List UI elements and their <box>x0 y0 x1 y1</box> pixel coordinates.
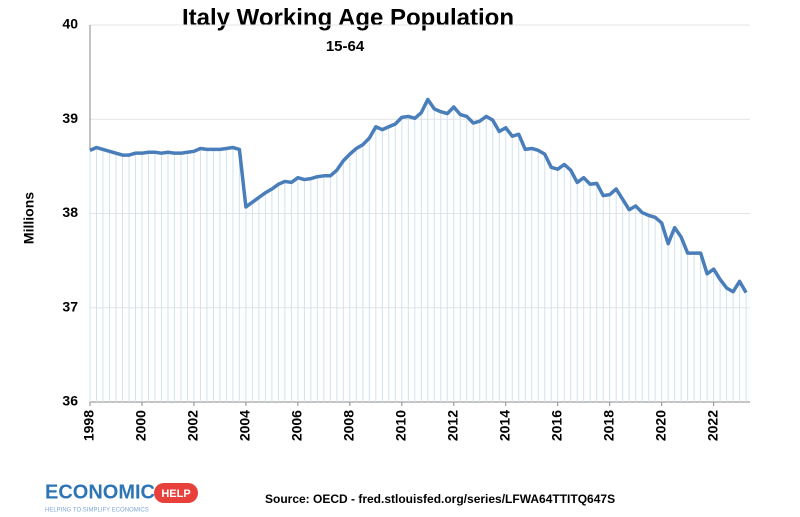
data-line <box>89 97 748 294</box>
x-tick-label: 2008 <box>341 410 357 441</box>
logo-badge-text: HELP <box>161 488 190 500</box>
logo-tagline: HELPING TO SIMPLIFY ECONOMICS <box>45 508 149 514</box>
y-axis-label: Millions <box>21 192 37 244</box>
source-note: Source: OECD - fred.stlouisfed.org/serie… <box>265 492 615 506</box>
x-tick-label: 1998 <box>81 410 97 441</box>
x-tick-label: 2012 <box>444 410 460 441</box>
x-tick-label: 2006 <box>289 410 305 441</box>
x-tick-label: 2020 <box>652 410 668 441</box>
x-tick-label: 2018 <box>600 410 616 441</box>
y-tick-label: 37 <box>62 298 78 314</box>
x-tick-label: 2000 <box>133 410 149 441</box>
x-tick-label: 2016 <box>548 410 564 441</box>
x-tick-label: 2002 <box>185 410 201 441</box>
logo-text: ECONOMICS <box>45 481 168 503</box>
chart-subtitle: 15-64 <box>326 38 365 55</box>
x-tick-label: 2004 <box>237 410 253 441</box>
y-tick-label: 38 <box>62 204 78 220</box>
logo-badge <box>154 483 198 503</box>
y-tick-label: 40 <box>62 16 78 32</box>
y-tick-label: 39 <box>62 110 78 126</box>
plot-area: 36 37 38 39 40 1998 2000 2002 2004 2006 2008 2010 20… <box>62 16 750 441</box>
x-tick-label: 2014 <box>496 410 512 441</box>
x-tick-label: 2010 <box>393 410 409 441</box>
x-tick-label: 2022 <box>704 410 720 441</box>
chart-title: Italy Working Age Population <box>182 4 514 31</box>
y-tick-label: 36 <box>62 393 78 409</box>
